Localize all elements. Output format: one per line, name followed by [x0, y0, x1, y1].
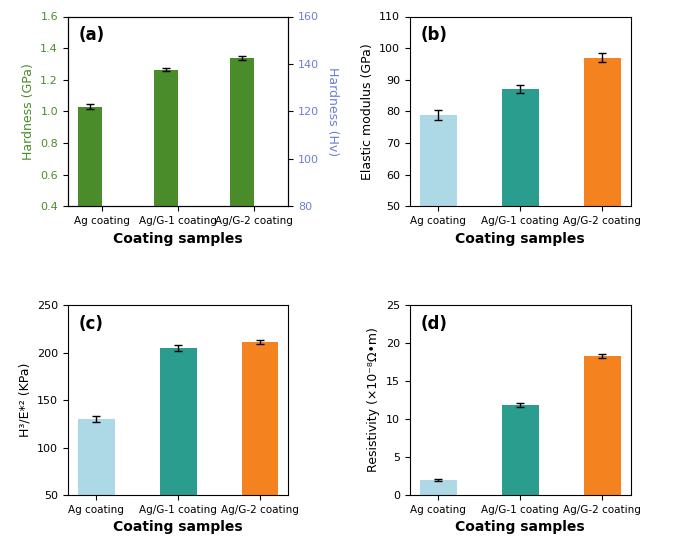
Y-axis label: Hardness (GPa): Hardness (GPa) [22, 63, 35, 160]
Bar [584, 58, 620, 365]
X-axis label: Coating samples: Coating samples [113, 232, 243, 246]
Bar [230, 58, 254, 270]
Bar [160, 348, 197, 542]
Bar [102, 394, 127, 396]
Y-axis label: Elastic modulus (GPa): Elastic modulus (GPa) [361, 43, 374, 180]
X-axis label: Coating samples: Coating samples [113, 520, 243, 534]
Y-axis label: Resistivity (×10⁻⁸Ω•m): Resistivity (×10⁻⁸Ω•m) [367, 328, 380, 472]
Y-axis label: Hardness (Hv): Hardness (Hv) [325, 67, 339, 156]
Bar [178, 394, 203, 396]
Bar [254, 393, 279, 396]
Text: (d): (d) [421, 315, 447, 333]
Y-axis label: H³/E*² (KPa): H³/E*² (KPa) [18, 363, 31, 437]
Bar [78, 419, 115, 542]
Bar [241, 342, 279, 542]
Bar [502, 89, 538, 365]
Text: (b): (b) [421, 26, 447, 44]
Bar [502, 405, 538, 495]
X-axis label: Coating samples: Coating samples [456, 520, 585, 534]
Bar [78, 107, 102, 270]
Bar [420, 116, 457, 365]
Bar [420, 480, 457, 495]
Bar [584, 356, 620, 495]
Text: (c): (c) [79, 315, 104, 333]
X-axis label: Coating samples: Coating samples [456, 232, 585, 246]
Text: (a): (a) [79, 26, 105, 44]
Bar [154, 69, 178, 270]
